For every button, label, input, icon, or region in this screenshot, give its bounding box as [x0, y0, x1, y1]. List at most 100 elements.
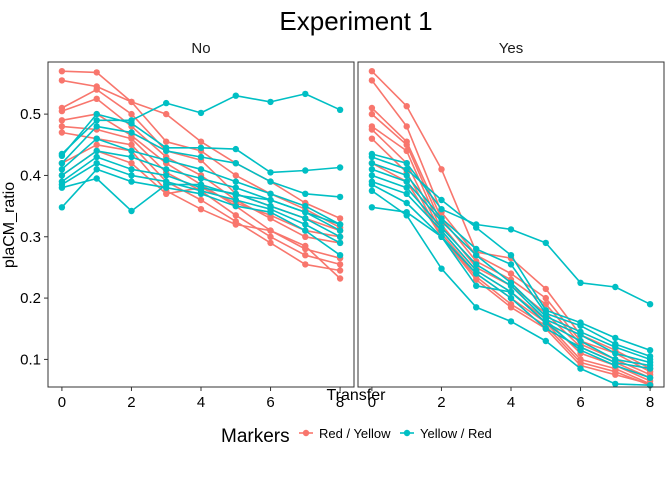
data-point	[336, 267, 344, 274]
data-point	[646, 347, 654, 354]
data-point	[336, 233, 344, 240]
data-point	[438, 233, 445, 240]
data-point	[128, 207, 135, 215]
data-point	[403, 147, 410, 155]
data-point	[163, 172, 170, 179]
data-point	[542, 285, 549, 293]
y-tick-label: 0.5	[20, 106, 41, 123]
data-point	[368, 135, 376, 142]
data-point	[302, 215, 309, 222]
x-tick-label: 8	[336, 394, 344, 411]
data-point	[403, 209, 410, 216]
data-point	[267, 98, 274, 106]
data-point	[473, 252, 480, 259]
data-point	[128, 98, 135, 106]
legend-item: Yellow / Red	[400, 426, 492, 441]
data-point	[368, 166, 376, 173]
data-point	[368, 104, 376, 112]
y-tick-label: 0.3	[20, 229, 41, 246]
data-point	[128, 129, 135, 136]
data-point	[438, 166, 445, 173]
data-point	[612, 362, 619, 369]
data-point	[336, 227, 344, 234]
data-point	[267, 169, 274, 176]
data-point	[128, 120, 135, 127]
y-tick-label: 0.2	[20, 290, 41, 307]
data-point	[577, 365, 584, 372]
data-point	[58, 204, 66, 211]
data-point	[232, 196, 239, 204]
data-point	[197, 138, 205, 145]
data-point	[163, 147, 170, 155]
data-point	[232, 92, 239, 99]
data-point	[93, 86, 100, 93]
data-point	[438, 265, 445, 272]
data-point	[232, 145, 239, 153]
data-point	[267, 227, 274, 234]
legend-key-point	[302, 429, 310, 437]
data-point	[302, 221, 309, 228]
data-point	[542, 294, 549, 302]
legend-items: Red / Yellow Yellow / Red	[299, 426, 492, 441]
data-point	[612, 371, 619, 378]
data-point	[58, 166, 66, 173]
data-point	[612, 334, 619, 342]
facet-panel-no: No 0 2 4 6 8 0.1 0.2 0.3 0.4 0.5	[20, 40, 355, 411]
data-point	[368, 153, 376, 161]
data-point	[232, 191, 239, 199]
data-point	[507, 261, 515, 268]
x-tick-label: 6	[266, 394, 274, 411]
data-point	[336, 261, 344, 268]
data-point	[232, 172, 239, 179]
x-tick-label: 2	[437, 394, 445, 411]
data-point	[368, 160, 376, 167]
y-tick-label: 0.1	[20, 351, 41, 368]
data-point	[302, 167, 309, 174]
data-point	[58, 123, 66, 130]
series-group	[58, 68, 344, 282]
data-point	[58, 160, 66, 167]
data-point	[403, 190, 410, 197]
data-point	[336, 239, 344, 247]
data-point	[232, 178, 239, 185]
data-point	[58, 107, 66, 115]
data-point	[267, 209, 274, 216]
data-point	[128, 135, 135, 142]
data-point	[163, 110, 170, 118]
data-point	[403, 172, 410, 179]
data-point	[507, 270, 515, 277]
data-point	[403, 199, 410, 207]
x-axis-title: Transfer	[327, 387, 387, 404]
data-point	[403, 178, 410, 185]
data-point	[58, 117, 66, 124]
data-point	[336, 215, 344, 222]
data-point	[267, 239, 274, 247]
data-point	[302, 202, 309, 210]
data-point	[58, 129, 66, 136]
data-point	[336, 193, 344, 201]
data-point	[403, 160, 410, 167]
data-point	[368, 204, 376, 211]
data-point	[507, 304, 515, 311]
data-point	[197, 153, 205, 161]
facet-label: Yes	[499, 40, 523, 57]
data-point	[473, 282, 480, 289]
data-point	[473, 270, 480, 277]
data-point	[336, 275, 344, 282]
data-point	[163, 99, 170, 107]
data-point	[612, 343, 619, 351]
data-point	[577, 279, 584, 286]
data-point	[58, 68, 66, 75]
data-point	[93, 123, 100, 130]
data-point	[93, 110, 100, 118]
data-point	[232, 202, 239, 210]
series-group	[368, 68, 654, 389]
data-point	[128, 178, 135, 185]
data-point	[403, 123, 410, 130]
data-point	[507, 282, 515, 289]
data-point	[302, 227, 309, 234]
data-point	[368, 77, 376, 84]
data-point	[93, 160, 100, 167]
data-point	[368, 68, 376, 75]
x-tick-label: 4	[197, 394, 205, 411]
